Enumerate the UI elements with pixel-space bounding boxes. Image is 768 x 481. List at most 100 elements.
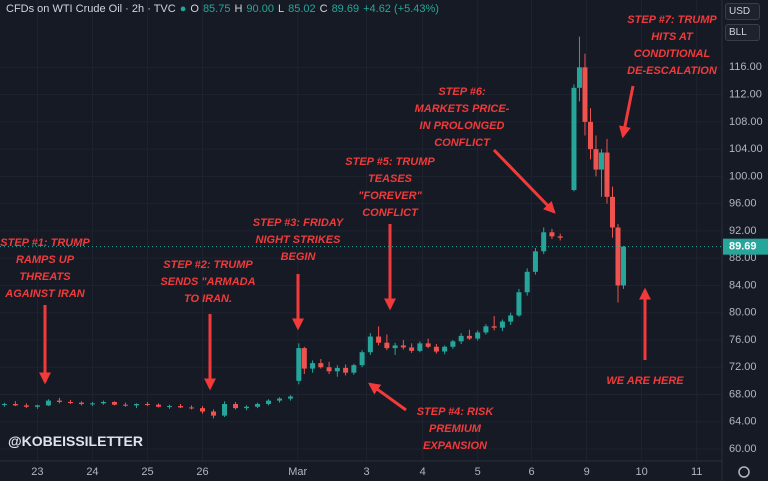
- candle-body: [458, 335, 464, 342]
- annotation-line: STEP #5: TRUMP: [345, 156, 435, 168]
- candle-body: [211, 411, 217, 416]
- c-label: C: [319, 3, 328, 15]
- candle-body: [598, 152, 604, 170]
- annotation-line: STEP #2: TRUMP: [163, 259, 253, 271]
- settings-icon[interactable]: [738, 466, 750, 478]
- candle-body: [475, 332, 481, 339]
- candle-body: [296, 348, 302, 381]
- last-price-label: 89.69: [729, 241, 757, 253]
- candle-body: [244, 406, 250, 409]
- annotation-line: HITS AT: [651, 31, 694, 43]
- candle-body: [557, 236, 563, 238]
- y-tick-label: 64.00: [729, 416, 757, 428]
- candle-body: [593, 149, 599, 170]
- candle-body: [384, 342, 390, 349]
- candle-body: [318, 363, 324, 368]
- annotation-line: STEP #6:: [438, 86, 486, 98]
- candle-body: [450, 341, 456, 347]
- y-tick-label: 104.00: [729, 143, 763, 155]
- annotation-line: TEASES: [368, 173, 413, 185]
- x-tick-label: Mar: [288, 466, 307, 478]
- candle-body: [133, 404, 139, 406]
- annotation-line: STEP #1: TRUMP: [0, 237, 90, 249]
- x-tick-label: 26: [196, 466, 208, 478]
- candle-body: [266, 400, 272, 405]
- candle-body: [178, 406, 183, 408]
- candle-body: [499, 321, 505, 328]
- candle-body: [78, 402, 84, 405]
- x-tick-label: 25: [141, 466, 153, 478]
- candle-body: [442, 346, 448, 352]
- o-label: O: [190, 3, 199, 15]
- y-tick-label: 108.00: [729, 116, 763, 128]
- candle-body: [155, 404, 161, 407]
- candle-body: [67, 401, 73, 403]
- h-value: 90.00: [246, 3, 274, 15]
- candle-body: [508, 315, 514, 322]
- x-tick-label: 4: [420, 466, 426, 478]
- candle-body: [491, 326, 497, 328]
- candle-body: [334, 367, 340, 372]
- header: CFDs on WTI Crude Oil · 2h · TVC ● O 85.7…: [6, 3, 439, 15]
- candle-body: [233, 404, 239, 409]
- annotation-line: CONFLICT: [362, 207, 419, 219]
- annotation-line: PREMIUM: [429, 423, 482, 435]
- candle-body: [166, 406, 172, 408]
- y-tick-label: 72.00: [729, 361, 757, 373]
- o-value: 85.75: [202, 3, 231, 15]
- candle-body: [466, 335, 472, 339]
- candle-body: [12, 404, 18, 406]
- x-tick-label: 3: [363, 466, 369, 478]
- y-tick-label: 84.00: [729, 279, 757, 291]
- candle-body: [425, 343, 431, 347]
- annotation-line: RAMPS UP: [16, 254, 75, 266]
- annotation-line: CONFLICT: [434, 137, 491, 149]
- candle-body: [615, 227, 621, 286]
- candle-body: [587, 121, 593, 150]
- annotation-line: SENDS "ARMADA: [160, 276, 255, 288]
- candle-body: [100, 401, 106, 404]
- y-tick-label: 60.00: [729, 443, 757, 455]
- candle-body: [277, 398, 283, 401]
- annotation-line: THREATS: [19, 271, 71, 283]
- x-tick-label: 11: [691, 466, 702, 478]
- candle-body: [549, 232, 555, 237]
- candle-body: [34, 405, 40, 407]
- candle-body: [288, 396, 294, 399]
- arrow: [368, 382, 407, 412]
- candle-body: [433, 346, 439, 352]
- unit-button[interactable]: BLL: [725, 24, 760, 41]
- y-tick-label: 76.00: [729, 334, 757, 346]
- y-tick-label: 80.00: [729, 307, 757, 319]
- x-tick-label: 23: [31, 466, 43, 478]
- candle-body: [582, 67, 588, 122]
- candle-body: [532, 251, 538, 272]
- annotation-line: EXPANSION: [423, 440, 488, 452]
- l-label: L: [277, 3, 285, 15]
- l-value: 85.02: [288, 3, 316, 15]
- annotation-line: STEP #4: RISK: [417, 406, 495, 418]
- candle-body: [111, 401, 117, 405]
- candle-body: [144, 404, 150, 406]
- annotation-line: DE-ESCALATION: [627, 65, 718, 77]
- candle-body: [524, 271, 530, 293]
- annotation-line: NIGHT STRIKES: [256, 234, 342, 246]
- candle-body: [45, 400, 51, 406]
- x-tick-label: 24: [86, 466, 98, 478]
- annotation-line: CONDITIONAL: [634, 48, 711, 60]
- candle-body: [483, 326, 489, 333]
- candle-body: [367, 336, 373, 353]
- c-value: 89.69: [331, 3, 360, 15]
- change: +4.62 (+5.43%): [363, 3, 439, 15]
- last-price-box: [723, 238, 768, 255]
- x-tick-label: 10: [636, 466, 648, 478]
- candle-body: [571, 87, 577, 191]
- status-dot: ●: [179, 3, 187, 15]
- annotation-line: BEGIN: [281, 251, 317, 263]
- currency-button[interactable]: USD: [725, 3, 760, 20]
- candle-body: [409, 347, 415, 351]
- y-tick-label: 68.00: [729, 388, 757, 400]
- y-tick-label: 112.00: [729, 89, 762, 101]
